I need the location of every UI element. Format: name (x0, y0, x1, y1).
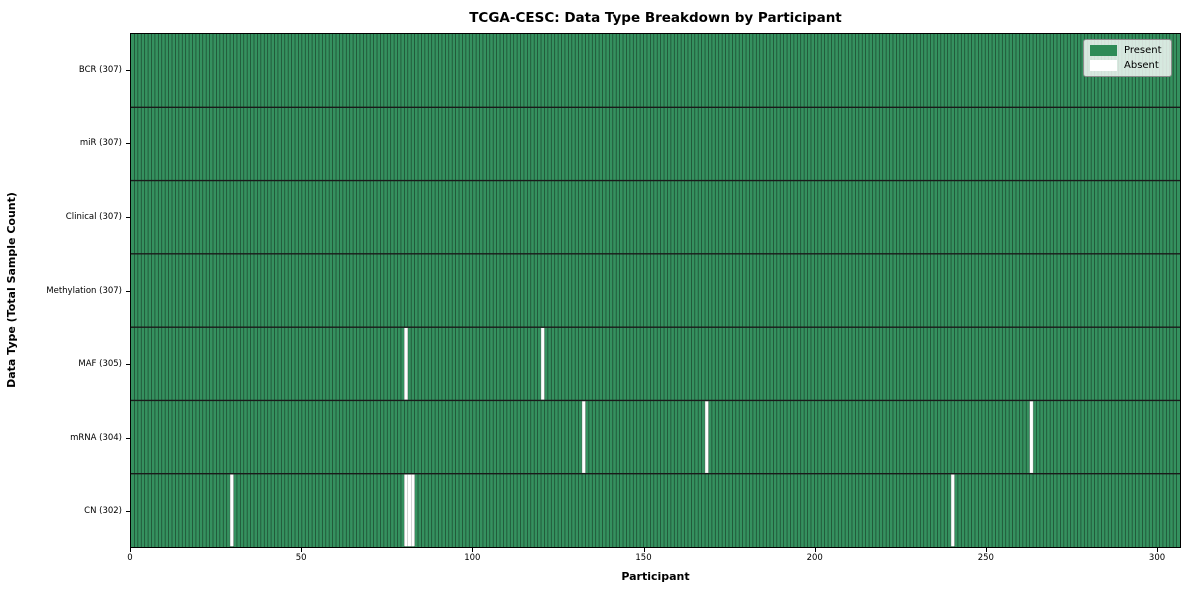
x-tick-label-300: 300 (1148, 553, 1166, 563)
x-tick-mark (814, 548, 816, 552)
x-axis-label: Participant (621, 570, 690, 583)
x-tick-label-100: 100 (464, 553, 481, 563)
x-tick-label-50: 50 (295, 553, 307, 563)
y-tick-mark (126, 511, 130, 513)
x-tick-label-0: 0 (127, 553, 133, 563)
x-tick-mark (1157, 548, 1159, 552)
x-tick-mark (472, 548, 474, 552)
legend-item-absent: Absent (1090, 60, 1162, 71)
y-tick-mark (126, 290, 130, 292)
y-tick-label-methylation: Methylation (307) (46, 285, 122, 296)
y-tick-mark (126, 364, 130, 366)
y-tick-label-clinical: Clinical (307) (65, 211, 122, 222)
y-tick-mark (126, 69, 130, 71)
x-tick-mark (301, 548, 303, 552)
legend-item-present: Present (1090, 45, 1162, 56)
chart-title: TCGA-CESC: Data Type Breakdown by Partic… (469, 10, 842, 26)
y-tick-label-bcr: BCR (307) (78, 64, 122, 75)
x-tick-mark (985, 548, 987, 552)
y-tick-mark (126, 437, 130, 439)
y-tick-mark (126, 216, 130, 218)
plot-area (130, 33, 1181, 548)
legend-label-absent: Absent (1124, 60, 1159, 71)
x-tick-mark (130, 548, 131, 552)
heatmap-svg (131, 34, 1180, 547)
x-tick-label-150: 150 (635, 553, 652, 563)
x-tick-mark (643, 548, 645, 552)
y-tick-label-mrna: mRNA (304) (70, 432, 122, 443)
y-tick-mark (126, 143, 130, 145)
y-tick-label-mir: miR (307) (79, 138, 122, 149)
legend-swatch-present-icon (1090, 45, 1117, 56)
legend: Present Absent (1083, 39, 1172, 77)
legend-label-present: Present (1124, 45, 1162, 56)
x-tick-label-200: 200 (806, 553, 823, 563)
y-tick-label-cn: CN (302) (84, 506, 122, 517)
legend-swatch-absent-icon (1090, 60, 1117, 71)
y-tick-label-maf: MAF (305) (78, 359, 122, 370)
x-tick-label-250: 250 (977, 553, 994, 563)
